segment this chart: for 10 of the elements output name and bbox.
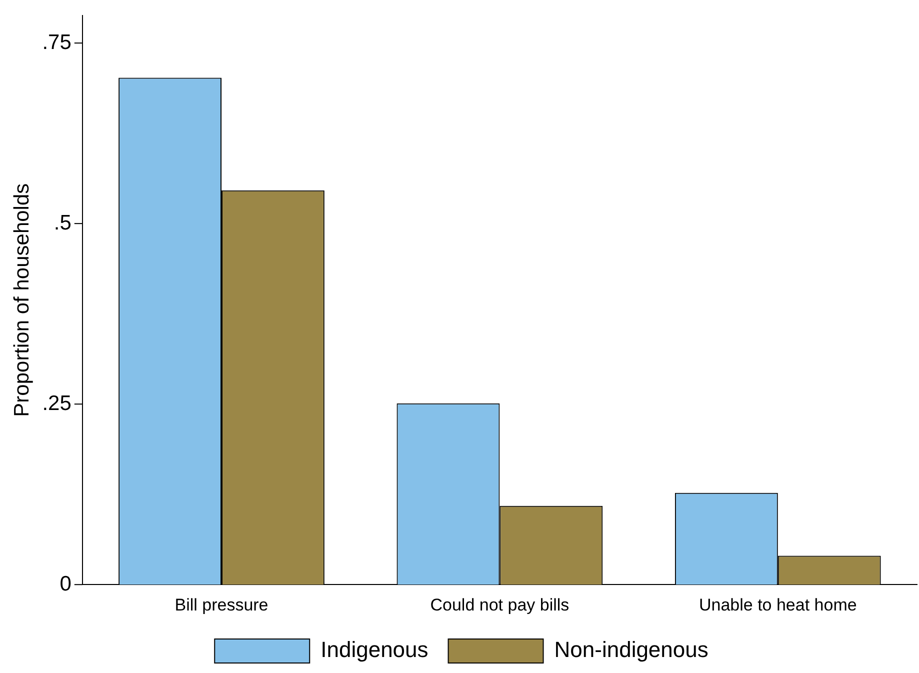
y-axis-title: Proportion of households [10,183,34,417]
x-tick-label: Could not pay bills [430,595,570,614]
y-tick-label: 0 [60,572,72,596]
legend-label: Indigenous [320,637,428,662]
y-tick-label: .25 [42,392,72,415]
x-tick-label: Bill pressure [174,595,268,614]
legend-label: Non-indigenous [554,637,708,662]
y-tick-label: .75 [42,30,72,54]
y-tick-label: .5 [54,211,72,234]
x-tick-label: Unable to heat home [698,595,857,614]
